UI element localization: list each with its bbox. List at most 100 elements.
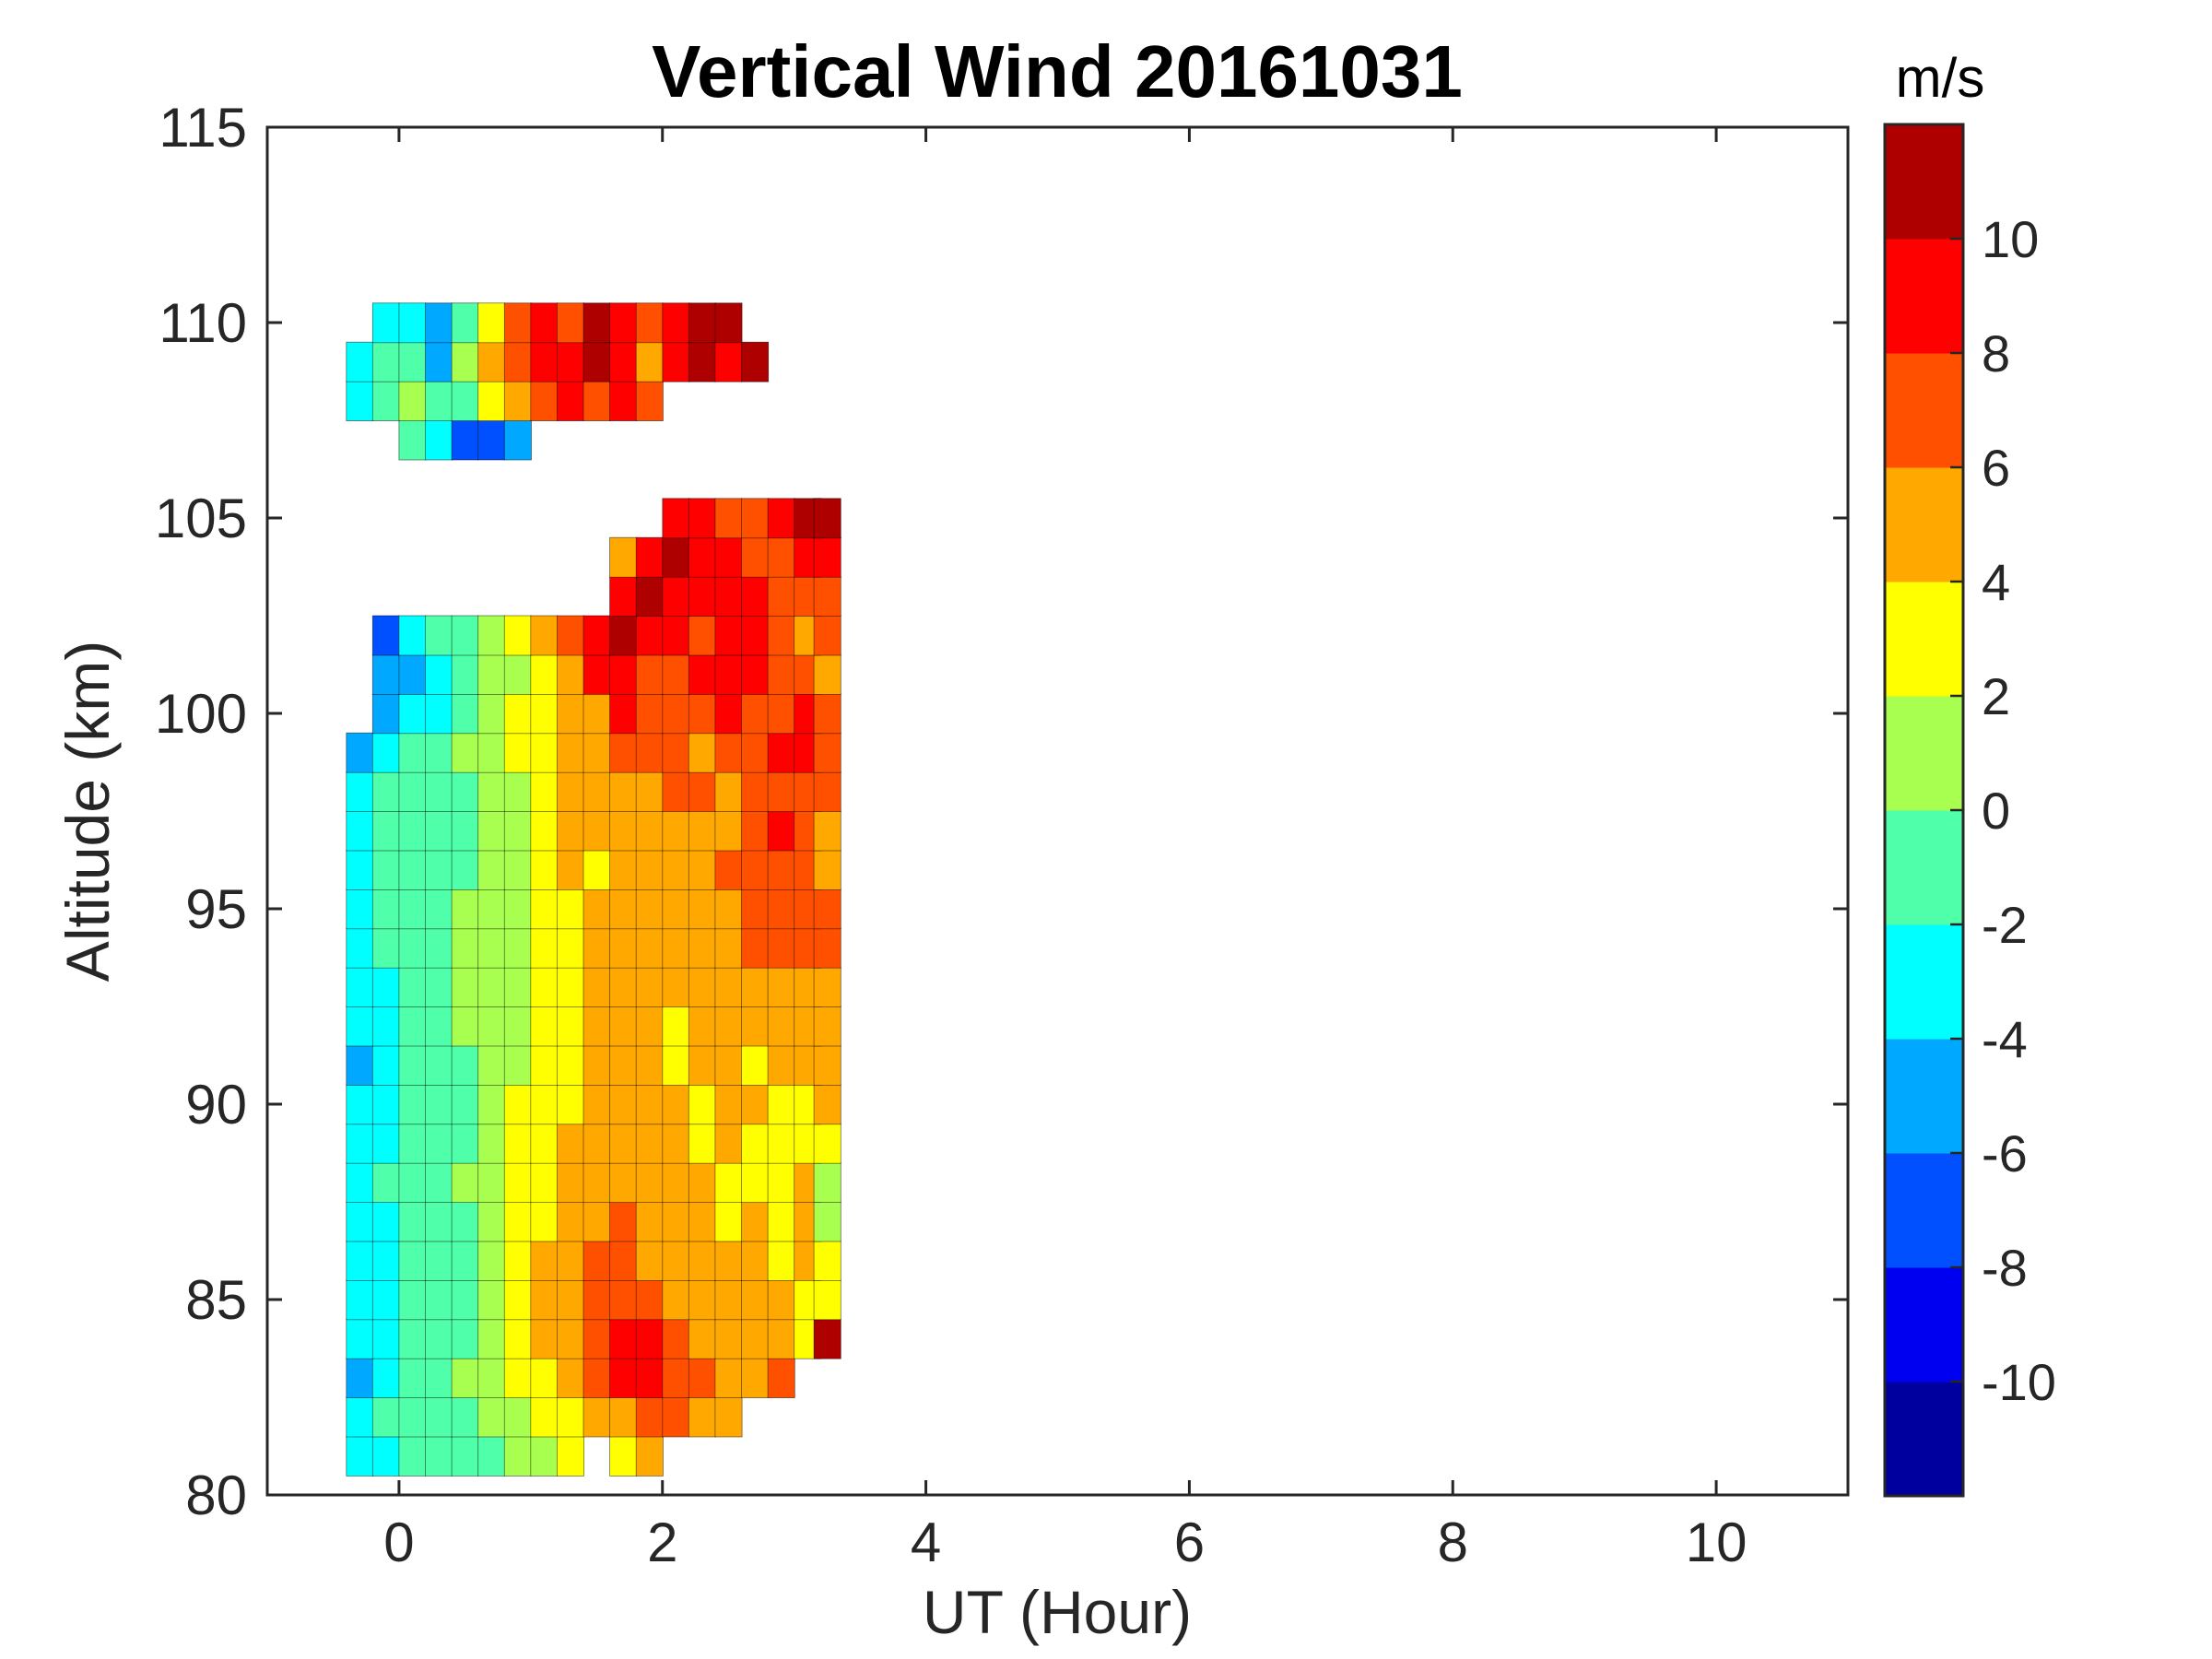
heatmap-cell xyxy=(582,1358,611,1398)
colorbar-block xyxy=(1885,696,1963,811)
heatmap-cell xyxy=(813,888,841,930)
heatmap-cell xyxy=(813,927,841,969)
y-tick-label: 80 xyxy=(185,1465,247,1526)
heatmap-cell xyxy=(425,1045,453,1086)
heatmap-cell xyxy=(477,302,506,344)
heatmap-cell xyxy=(582,381,611,422)
colorbar-tick-label: -4 xyxy=(1982,1010,2028,1068)
heatmap-cell xyxy=(767,1279,795,1321)
heatmap-cell xyxy=(714,1241,743,1281)
heatmap-cell xyxy=(662,810,690,852)
heatmap-cell xyxy=(714,888,743,930)
heatmap-cell xyxy=(767,1006,795,1047)
heatmap-cell xyxy=(503,1318,532,1359)
heatmap-cell xyxy=(371,1006,400,1047)
heatmap-cell xyxy=(635,967,664,1007)
heatmap-cell xyxy=(398,888,427,930)
heatmap-cell xyxy=(741,1162,770,1203)
heatmap-cell xyxy=(741,341,770,382)
heatmap-cell xyxy=(662,341,690,382)
colorbar-tick-label: 2 xyxy=(1982,667,2010,725)
heatmap-cell xyxy=(741,1045,770,1086)
colorbar-blocks xyxy=(1885,124,1963,1497)
heatmap-cell xyxy=(477,1279,506,1321)
heatmap-cell xyxy=(813,1241,841,1281)
heatmap-cell xyxy=(425,1084,453,1125)
heatmap-cell xyxy=(609,967,638,1007)
heatmap-cell xyxy=(741,1241,770,1281)
heatmap-cell xyxy=(609,302,638,344)
heatmap-cell xyxy=(714,576,743,617)
heatmap-cell xyxy=(635,1318,664,1359)
heatmap-cell xyxy=(557,381,585,422)
heatmap-cell xyxy=(398,1006,427,1047)
heatmap-cell xyxy=(557,810,585,852)
heatmap-cell xyxy=(609,1436,638,1477)
heatmap-cell xyxy=(582,810,611,852)
heatmap-cell xyxy=(635,1162,664,1203)
colorbar-block xyxy=(1885,810,1963,925)
heatmap-cell xyxy=(451,1279,479,1321)
plot-frame xyxy=(265,125,1850,1497)
heatmap-cell xyxy=(714,302,743,344)
heatmap-cell xyxy=(346,1162,374,1203)
heatmap-cell xyxy=(451,850,479,890)
heatmap-cell xyxy=(714,1279,743,1321)
heatmap-cell xyxy=(635,1123,664,1164)
heatmap-cell xyxy=(609,1241,638,1281)
heatmap-cell xyxy=(635,341,664,382)
heatmap-cell xyxy=(451,1201,479,1242)
heatmap-cell xyxy=(451,1318,479,1359)
heatmap-cell xyxy=(688,771,716,812)
heatmap-cell xyxy=(813,693,841,735)
heatmap-cell xyxy=(741,536,770,578)
heatmap-cell xyxy=(530,810,559,852)
heatmap-cell xyxy=(741,810,770,852)
heatmap-cell xyxy=(425,888,453,930)
heatmap-cell xyxy=(714,927,743,969)
heatmap-cell xyxy=(346,967,374,1007)
heatmap-cell xyxy=(662,1123,690,1164)
heatmap-cell xyxy=(477,1436,506,1477)
x-tick-label: 4 xyxy=(911,1512,941,1573)
heatmap-cell xyxy=(530,1279,559,1321)
heatmap-cell xyxy=(767,693,795,735)
heatmap-cell xyxy=(346,341,374,382)
heatmap-cell xyxy=(662,1162,690,1203)
heatmap-cell xyxy=(425,810,453,852)
heatmap-cell xyxy=(609,381,638,422)
heatmap-cell xyxy=(530,693,559,735)
heatmap-cell xyxy=(371,693,400,735)
heatmap-cell xyxy=(662,498,690,539)
heatmap-cell xyxy=(688,1006,716,1047)
heatmap-cell xyxy=(688,1045,716,1086)
heatmap-cell xyxy=(813,1006,841,1047)
heatmap-cell xyxy=(530,888,559,930)
heatmap-cell xyxy=(346,1045,374,1086)
heatmap-cell xyxy=(582,771,611,812)
heatmap-cell xyxy=(503,732,532,773)
heatmap-cell xyxy=(688,1241,716,1281)
heatmap-cell xyxy=(425,1436,453,1477)
heatmap-cell xyxy=(813,1162,841,1203)
heatmap-cell xyxy=(371,888,400,930)
heatmap-cell xyxy=(451,1396,479,1438)
heatmap-cell xyxy=(371,615,400,656)
heatmap-cell xyxy=(767,615,795,656)
heatmap-cell xyxy=(451,810,479,852)
heatmap-cell xyxy=(688,341,716,382)
heatmap-cell xyxy=(741,1084,770,1125)
heatmap-cell xyxy=(609,771,638,812)
colorbar-tick-label: -6 xyxy=(1982,1124,2028,1182)
colorbar-block xyxy=(1885,353,1963,468)
heatmap-cell xyxy=(741,1201,770,1242)
heatmap-cell xyxy=(398,1241,427,1281)
colorbar-ticks: -10 -8 -6 -4 -2 0 2 4 6 8 10 xyxy=(1950,210,2056,1411)
heatmap-cell xyxy=(477,1045,506,1086)
heatmap-cell xyxy=(635,810,664,852)
heatmap-cell xyxy=(398,1045,427,1086)
heatmap-cell xyxy=(503,302,532,344)
heatmap-cell xyxy=(346,732,374,773)
heatmap-cell xyxy=(609,576,638,617)
